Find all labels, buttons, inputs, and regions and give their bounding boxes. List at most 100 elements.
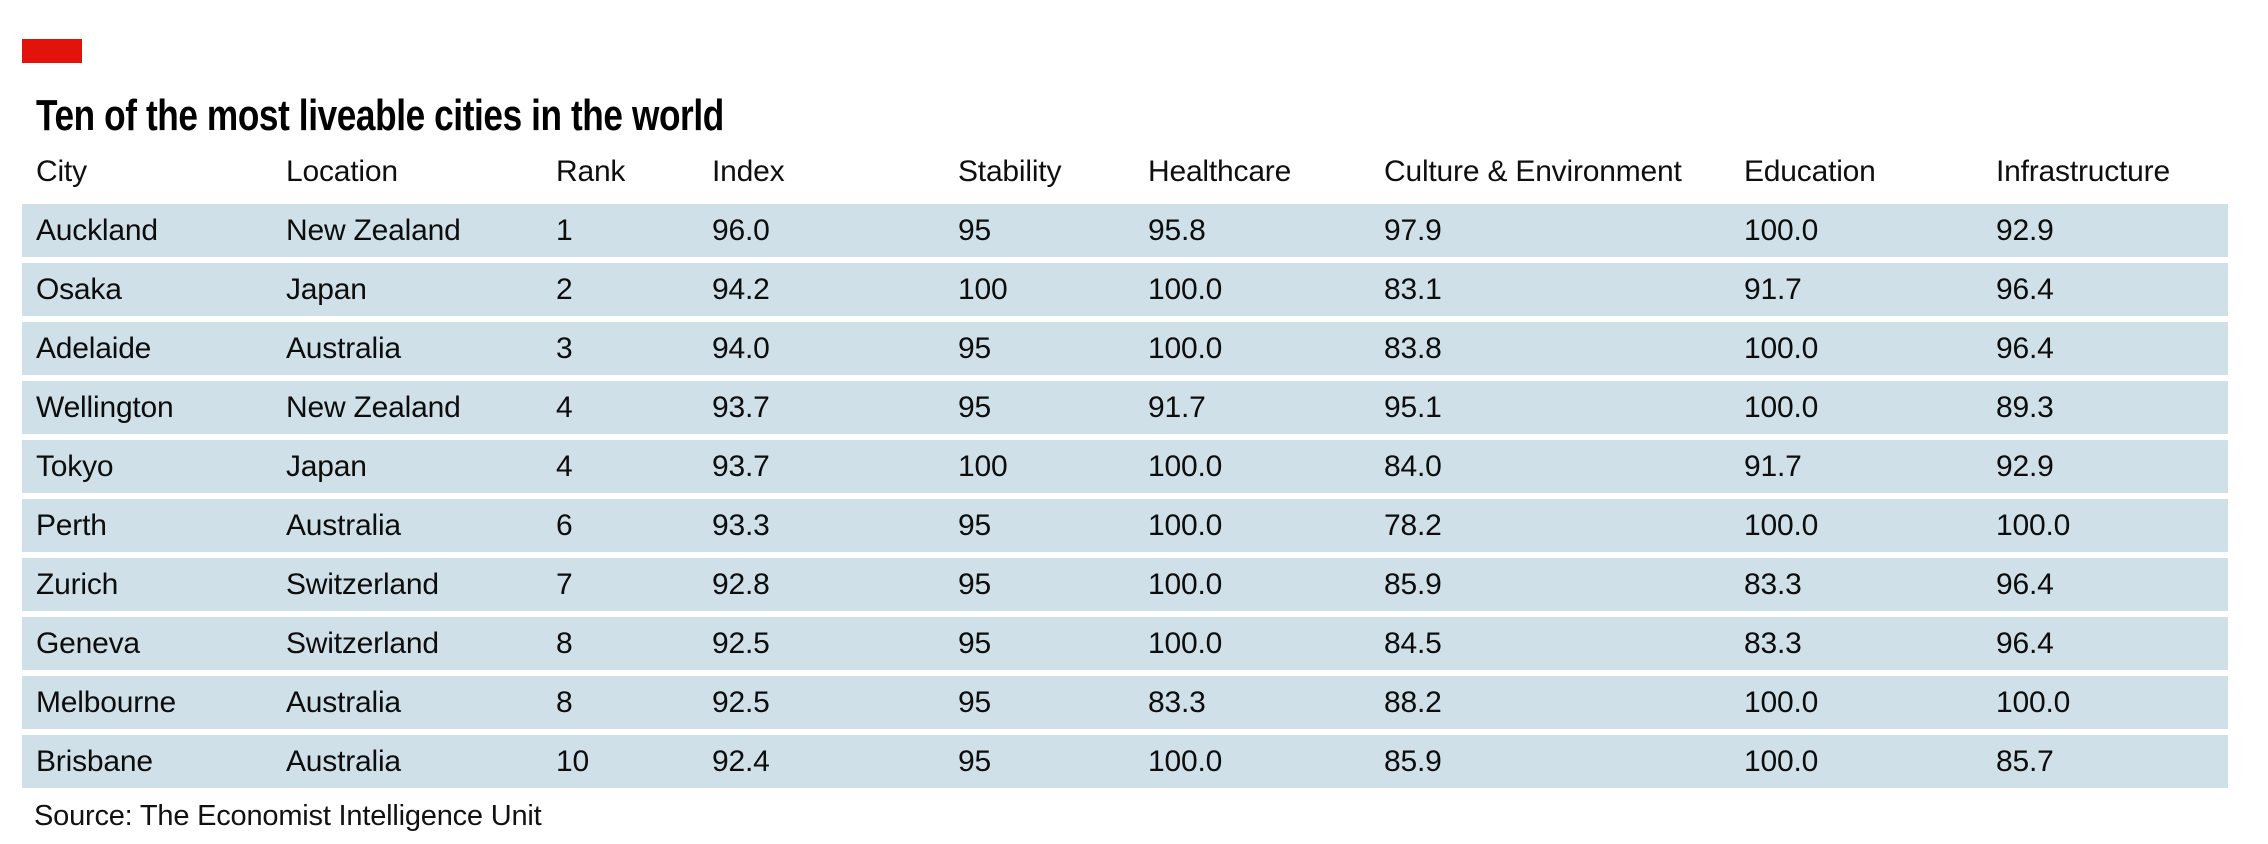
cell-rank: 10 [556,745,589,778]
cell-rank: 4 [556,391,573,424]
cell-stability: 95 [958,509,991,542]
cell-rank: 1 [556,214,573,247]
cell-culture-environment: 97.9 [1384,214,1442,247]
cell-stability: 100 [958,450,1008,483]
cell-healthcare: 83.3 [1148,686,1206,719]
cell-healthcare: 91.7 [1148,391,1206,424]
cell-stability: 95 [958,214,991,247]
cell-infrastructure: 92.9 [1996,214,2054,247]
cell-healthcare: 95.8 [1148,214,1206,247]
cell-culture-environment: 84.5 [1384,627,1442,660]
cell-infrastructure: 92.9 [1996,450,2054,483]
cell-healthcare: 100.0 [1148,627,1223,660]
cell-location: Switzerland [286,568,439,601]
cell-city: Geneva [36,627,140,660]
cell-index: 92.5 [712,627,770,660]
column-header-city: City [36,155,87,188]
table-row: Osaka Japan 2 94.2 100 100.0 83.1 91.7 96.4 [22,263,2228,316]
column-header-infrastructure: Infrastructure [1996,155,2170,188]
table-row: Auckland New Zealand 1 96.0 95 95.8 97.9 100.0 9… [22,204,2228,257]
cell-location: Australia [286,509,401,542]
cell-education: 100.0 [1744,745,1819,778]
cell-city: Melbourne [36,686,176,719]
cell-city: Wellington [36,391,174,424]
cell-education: 91.7 [1744,450,1802,483]
cell-stability: 95 [958,745,991,778]
table-row: Melbourne Australia 8 92.5 95 83.3 88.2 100.0 10… [22,676,2228,729]
chart-title: Ten of the most liveable cities in the w… [36,91,724,140]
cell-stability: 95 [958,391,991,424]
cell-education: 91.7 [1744,273,1802,306]
cell-culture-environment: 78.2 [1384,509,1442,542]
cell-education: 83.3 [1744,627,1802,660]
cell-location: Australia [286,686,401,719]
table-body: Auckland New Zealand 1 96.0 95 95.8 97.9 100.0 9… [22,204,2228,794]
cell-rank: 6 [556,509,573,542]
cell-city: Zurich [36,568,119,601]
cell-rank: 7 [556,568,573,601]
table-row: Geneva Switzerland 8 92.5 95 100.0 84.5 83.3 96.… [22,617,2228,670]
cell-education: 83.3 [1744,568,1802,601]
cell-education: 100.0 [1744,332,1819,365]
cell-healthcare: 100.0 [1148,332,1223,365]
cell-education: 100.0 [1744,686,1819,719]
table-row: Adelaide Australia 3 94.0 95 100.0 83.8 100.0 96… [22,322,2228,375]
cell-rank: 2 [556,273,573,306]
cell-city: Brisbane [36,745,153,778]
cell-infrastructure: 85.7 [1996,745,2054,778]
column-header-culture-environment: Culture & Environment [1384,155,1682,188]
cell-city: Osaka [36,273,122,306]
cell-culture-environment: 85.9 [1384,568,1442,601]
cell-stability: 95 [958,332,991,365]
cell-city: Adelaide [36,332,152,365]
column-header-rank: Rank [556,155,626,188]
source-note: Source: The Economist Intelligence Unit [34,800,542,832]
cell-culture-environment: 84.0 [1384,450,1442,483]
cell-rank: 8 [556,686,573,719]
economist-red-tab [22,39,82,63]
cell-index: 96.0 [712,214,770,247]
column-header-education: Education [1744,155,1876,188]
cell-city: Perth [36,509,107,542]
cell-index: 94.2 [712,273,770,306]
column-header-index: Index [712,155,785,188]
cell-culture-environment: 83.8 [1384,332,1442,365]
cell-index: 92.4 [712,745,770,778]
cell-index: 94.0 [712,332,770,365]
cell-culture-environment: 88.2 [1384,686,1442,719]
cell-infrastructure: 96.4 [1996,332,2054,365]
cell-education: 100.0 [1744,214,1819,247]
cell-stability: 100 [958,273,1008,306]
cell-city: Tokyo [36,450,114,483]
cell-infrastructure: 89.3 [1996,391,2054,424]
cell-location: New Zealand [286,391,461,424]
column-header-healthcare: Healthcare [1148,155,1292,188]
cell-index: 92.8 [712,568,770,601]
cell-culture-environment: 83.1 [1384,273,1442,306]
cell-stability: 95 [958,627,991,660]
table-row: Brisbane Australia 10 92.4 95 100.0 85.9 100.0 8… [22,735,2228,788]
cell-healthcare: 100.0 [1148,273,1223,306]
cell-rank: 3 [556,332,573,365]
cell-infrastructure: 96.4 [1996,568,2054,601]
table-row: Wellington New Zealand 4 93.7 95 91.7 95.1 100.… [22,381,2228,434]
cell-index: 93.3 [712,509,770,542]
cell-healthcare: 100.0 [1148,745,1223,778]
cell-culture-environment: 95.1 [1384,391,1442,424]
cell-education: 100.0 [1744,509,1819,542]
table-row: Tokyo Japan 4 93.7 100 100.0 84.0 91.7 92.9 [22,440,2228,493]
cell-location: New Zealand [286,214,461,247]
cell-culture-environment: 85.9 [1384,745,1442,778]
cell-healthcare: 100.0 [1148,450,1223,483]
cell-location: Australia [286,745,401,778]
cell-rank: 4 [556,450,573,483]
column-header-stability: Stability [958,155,1062,188]
cell-healthcare: 100.0 [1148,509,1223,542]
cell-infrastructure: 100.0 [1996,686,2071,719]
cell-infrastructure: 100.0 [1996,509,2071,542]
cell-index: 93.7 [712,391,770,424]
cell-infrastructure: 96.4 [1996,273,2054,306]
cell-education: 100.0 [1744,391,1819,424]
cell-stability: 95 [958,568,991,601]
